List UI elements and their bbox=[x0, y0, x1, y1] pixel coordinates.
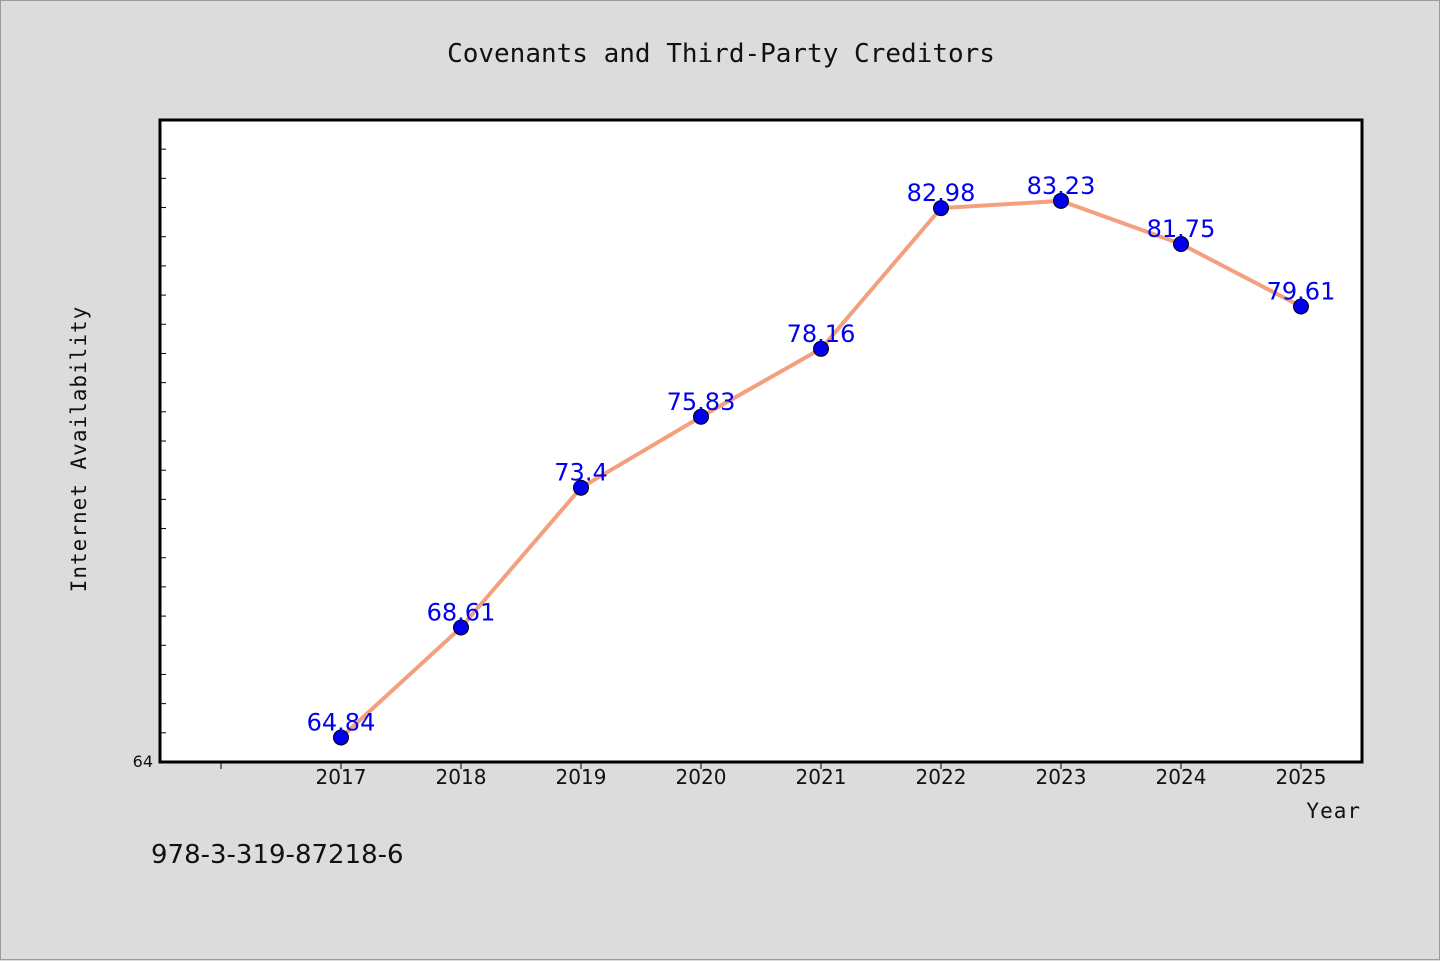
data-point-marker bbox=[1293, 298, 1309, 315]
data-point-marker bbox=[573, 479, 589, 496]
x-tick-label: 2017 bbox=[316, 765, 367, 789]
y-axis-label: Internet Availability bbox=[67, 306, 91, 593]
data-point-marker bbox=[813, 340, 829, 357]
data-label: 73.4 bbox=[554, 459, 607, 487]
footnote-isbn: 978-3-319-87218-6 bbox=[151, 840, 404, 870]
data-point-marker bbox=[933, 200, 949, 217]
data-label: 68.61 bbox=[427, 598, 496, 626]
y-ticks bbox=[160, 119, 166, 763]
x-tick-label: 2022 bbox=[916, 765, 967, 789]
x-ticks bbox=[220, 762, 1302, 769]
x-axis-label: Year bbox=[1306, 799, 1361, 823]
data-label: 79.61 bbox=[1267, 277, 1336, 305]
data-point-marker bbox=[453, 619, 469, 636]
chart-title: Covenants and Third-Party Creditors bbox=[447, 39, 995, 69]
data-label: 81.75 bbox=[1147, 215, 1216, 243]
data-label: 64.84 bbox=[307, 708, 376, 736]
markers-group bbox=[333, 192, 1309, 746]
x-tick-labels-group: 2017 2018 2019 2020 2021 2022 2023 2024 2025 bbox=[316, 765, 1327, 789]
x-tick-label: 2020 bbox=[676, 765, 727, 789]
data-label: 82.98 bbox=[907, 179, 976, 207]
data-point-marker bbox=[1053, 192, 1069, 209]
x-tick-label: 2018 bbox=[436, 765, 487, 789]
data-point-marker bbox=[333, 729, 349, 746]
data-label: 78.16 bbox=[787, 320, 856, 348]
x-tick-label: 2025 bbox=[1276, 765, 1327, 789]
data-point-marker bbox=[1173, 236, 1189, 253]
y-tick-label-min: 64 bbox=[133, 752, 153, 771]
x-tick-label: 2023 bbox=[1036, 765, 1087, 789]
data-point-marker bbox=[693, 408, 709, 425]
data-label: 75.83 bbox=[667, 388, 736, 416]
x-tick-label: 2019 bbox=[556, 765, 607, 789]
x-tick-label: 2021 bbox=[796, 765, 847, 789]
data-label: 83.23 bbox=[1027, 172, 1096, 200]
plot-area bbox=[158, 118, 1364, 764]
x-tick-label: 2024 bbox=[1156, 765, 1207, 789]
data-labels-group: 64.84 68.61 73.4 75.83 78.16 82.98 83.23 81.75 7… bbox=[307, 172, 1336, 737]
